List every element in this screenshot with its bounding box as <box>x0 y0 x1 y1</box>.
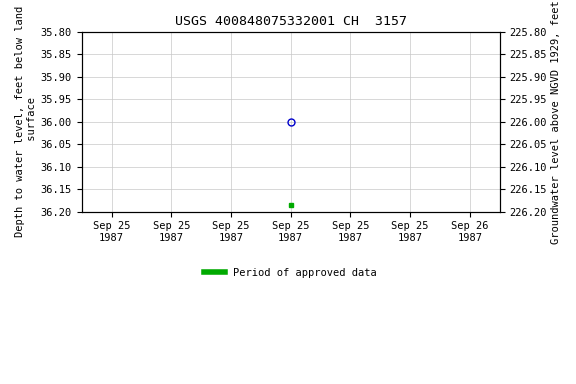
Y-axis label: Groundwater level above NGVD 1929, feet: Groundwater level above NGVD 1929, feet <box>551 0 561 244</box>
Legend: Period of approved data: Period of approved data <box>200 263 381 282</box>
Title: USGS 400848075332001 CH  3157: USGS 400848075332001 CH 3157 <box>175 15 407 28</box>
Y-axis label: Depth to water level, feet below land
 surface: Depth to water level, feet below land su… <box>15 6 37 237</box>
